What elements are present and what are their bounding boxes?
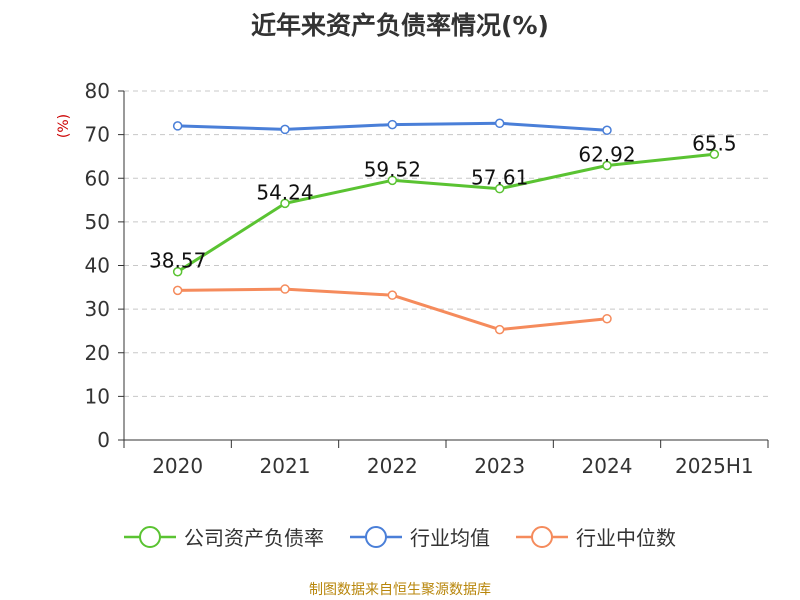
data-point [602, 313, 612, 324]
data-label: 62.92 [578, 143, 635, 167]
x-tick-label: 2021 [260, 454, 311, 478]
axes: 0 10 20 30 40 50 60 70 80 (%) 2020 2021 2022 2023 2024… [56, 79, 769, 478]
legend-marker [365, 526, 387, 548]
y-tick-label: 40 [85, 254, 110, 278]
legend-label: 行业中位数 [576, 526, 676, 550]
series-line-0 [176, 152, 715, 273]
data-point [280, 198, 290, 209]
x-tick-label: 2022 [367, 454, 418, 478]
data-label: 65.5 [692, 131, 737, 155]
x-tick-label: 2025H1 [675, 454, 754, 478]
legend-item[interactable]: 行业中位数 [516, 526, 676, 550]
y-tick-label: 10 [85, 384, 110, 408]
data-point [602, 125, 612, 136]
y-tick-label: 70 [85, 123, 110, 147]
series-lines [172, 118, 720, 335]
legend-item[interactable]: 行业均值 [350, 526, 490, 550]
data-label: 59.52 [364, 157, 421, 181]
y-tick-label: 0 [97, 428, 110, 452]
data-point [172, 285, 183, 296]
legend-label: 行业均值 [410, 526, 490, 550]
data-point [494, 183, 505, 194]
data-point [602, 160, 612, 171]
data-point [709, 149, 720, 160]
data-point [387, 119, 398, 130]
data-point [172, 121, 183, 131]
data-point [494, 324, 505, 335]
y-tick-label: 20 [85, 341, 110, 365]
legend-marker [139, 526, 161, 548]
data-source-note: 制图数据来自恒生聚源数据库 [309, 582, 491, 598]
data-point [172, 266, 183, 277]
data-point [494, 118, 505, 129]
legend-marker [531, 526, 553, 548]
data-point [280, 284, 290, 294]
y-axis-label: (%) [56, 114, 72, 138]
chart-title: 近年来资产负债率情况(%) [251, 11, 549, 40]
y-tick-label: 50 [85, 210, 110, 234]
data-point [387, 290, 398, 300]
data-label: 38.57 [149, 249, 206, 273]
x-tick-label: 2024 [582, 454, 633, 478]
data-point [280, 124, 290, 135]
legend-item[interactable]: 公司资产负债率 [124, 526, 324, 550]
y-tick-label: 30 [85, 297, 110, 321]
data-label: 57.61 [471, 166, 528, 190]
data-point [387, 175, 398, 186]
legend-label: 公司资产负债率 [184, 526, 324, 550]
y-tick-label: 80 [85, 79, 110, 103]
x-tick-label: 2023 [474, 454, 525, 478]
data-label: 54.24 [256, 180, 313, 204]
x-tick-label: 2020 [152, 454, 203, 478]
y-tick-label: 60 [85, 166, 110, 190]
legend[interactable]: 公司资产负债率 行业均值 行业中位数 [124, 526, 676, 550]
data-labels: 38.57 54.24 59.52 57.61 62.92 65.5 [149, 131, 737, 272]
